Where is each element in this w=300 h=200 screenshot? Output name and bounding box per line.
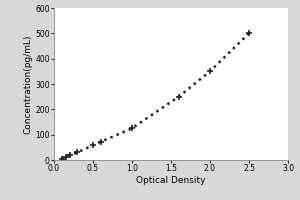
Y-axis label: Concentration(pg/mL): Concentration(pg/mL) <box>23 34 32 134</box>
X-axis label: Optical Density: Optical Density <box>136 176 206 185</box>
